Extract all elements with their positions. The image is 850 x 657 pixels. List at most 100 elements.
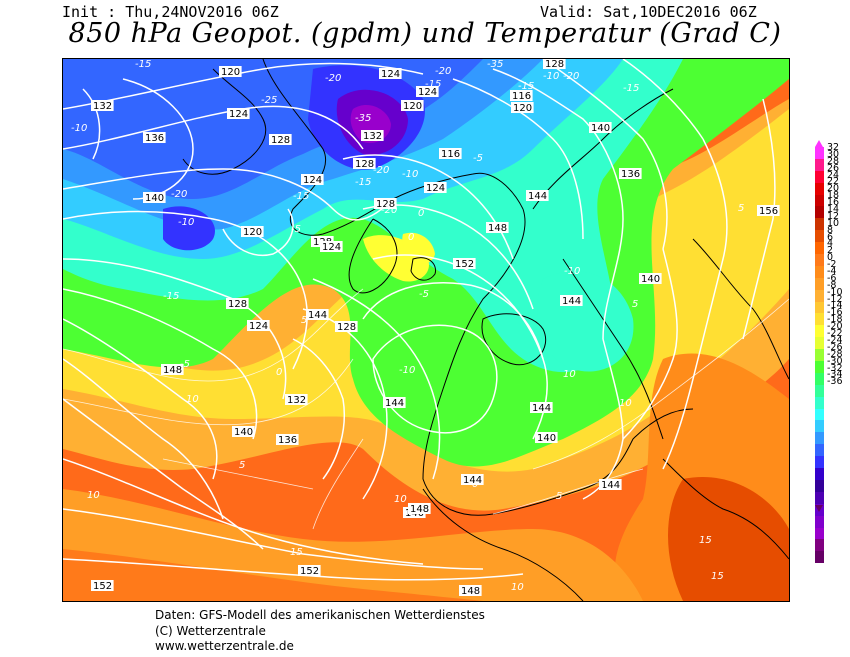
geopotential-label: 124: [247, 320, 270, 332]
map-label-text: -20: [373, 165, 389, 176]
temperature-label: -10: [71, 123, 87, 134]
valid-time: Valid: Sat,10DEC2016 06Z: [540, 3, 757, 21]
map-label-text: 5: [632, 299, 638, 310]
init-time: Init : Thu,24NOV2016 06Z: [62, 3, 279, 21]
map-label-text: -15: [355, 177, 371, 188]
map-label-text: -15: [163, 291, 179, 302]
colorbar-label: -20: [827, 321, 843, 333]
temperature-label: 0: [276, 367, 282, 378]
map-label-text: 5: [556, 491, 562, 502]
map-label-text: 128: [337, 322, 356, 333]
geopotential-label: 128: [353, 158, 376, 170]
temperature-label: 5: [239, 460, 245, 471]
map-label-text: -15: [425, 79, 441, 90]
temperature-label: 15: [699, 535, 712, 546]
map-label-text: -10: [543, 71, 559, 82]
colorbar-label: -18: [827, 314, 843, 326]
map-label-text: 15: [699, 535, 712, 546]
geopotential-label: 140: [535, 432, 558, 444]
colorbar-down-arrow: [815, 505, 823, 512]
map-label-text: -10: [564, 266, 580, 277]
map-label-text: 5: [738, 203, 744, 214]
footer-website: www.wetterzentrale.de: [155, 639, 294, 653]
geopotential-label: 148: [161, 364, 184, 376]
map-label-text: 128: [376, 199, 395, 210]
colorbar-cell: [815, 361, 824, 373]
map-label-text: 140: [641, 274, 660, 285]
map-label-text: 148: [461, 586, 480, 597]
geopotential-label: 120: [219, 66, 242, 78]
geopotential-label: 120: [511, 102, 534, 114]
map-label-text: 144: [601, 480, 620, 491]
colorbar-label: 28: [827, 155, 840, 167]
colorbar-cell: [815, 479, 824, 492]
temperature-label: -15: [518, 81, 534, 92]
temperature-label: 0: [418, 208, 424, 219]
map-label-text: -5: [291, 224, 301, 235]
map-label-text: 120: [221, 67, 240, 78]
map-label-text: -20: [381, 205, 397, 216]
colorbar-label: -36: [827, 376, 843, 388]
map-label-text: 124: [418, 87, 437, 98]
colorbar-cell: [815, 242, 824, 255]
geopotential-label: 156: [757, 205, 780, 217]
colorbar-cell: [815, 456, 824, 469]
map-label-text: -10: [178, 217, 194, 228]
temperature-label: -10: [564, 266, 580, 277]
map-label-text: 148: [488, 223, 507, 234]
geopotential-label: 144: [530, 402, 553, 414]
map-label-text: 136: [278, 435, 297, 446]
colorbar-cell: [815, 420, 824, 433]
map-title: 850 hPa Geopot. (gpdm) und Temperatur (G…: [68, 18, 782, 49]
geopotential-label: 152: [453, 258, 476, 270]
map-label-text: -5: [180, 359, 190, 370]
colorbar-label: 6: [827, 231, 834, 243]
map-label-text: 124: [322, 242, 341, 253]
colorbar-cell: [815, 539, 824, 552]
colorbar-cell: [815, 551, 824, 564]
colorbar-label: 32: [827, 142, 840, 153]
map-label-text: 144: [308, 310, 327, 321]
colorbar-cell: [815, 313, 824, 326]
geopotential-label: 144: [383, 397, 406, 409]
map-label-text: -15: [518, 81, 534, 92]
geopotential-label: 140: [589, 122, 612, 134]
map-label-text: 124: [381, 69, 400, 80]
temperature-label: 5: [556, 491, 562, 502]
temperature-label: -5: [473, 153, 483, 164]
map-label-text: 132: [363, 131, 382, 142]
map-label-text: -20: [171, 189, 187, 200]
map-label-text: 10: [511, 582, 524, 593]
geopotential-label: 136: [619, 168, 642, 180]
map-label-text: 5: [598, 481, 604, 492]
temperature-label: 15: [711, 571, 724, 582]
map-label-text: 156: [759, 206, 778, 217]
temperature-label: -10: [402, 169, 418, 180]
colorbar-cell: [815, 408, 824, 421]
temperature-label: -20: [381, 205, 397, 216]
colorbar-cell: [815, 277, 824, 290]
map-label-text: -15: [623, 83, 639, 94]
map-label-text: -5: [473, 153, 483, 164]
map-label-text: 10: [87, 490, 100, 501]
footer-source: Daten: GFS-Modell des amerikanischen Wet…: [155, 608, 485, 622]
colorbar-label: -2: [827, 259, 837, 271]
geopotential-label: 144: [599, 479, 622, 491]
map-label-text: 15: [290, 547, 303, 558]
temperature-label: -15: [425, 79, 441, 90]
colorbar-cell: [815, 147, 824, 159]
colorbar-label: 22: [827, 176, 840, 188]
map-label-text: -10: [399, 365, 415, 376]
map-label-text: 116: [441, 149, 460, 160]
temperature-label: 5: [632, 299, 638, 310]
colorbar-label: 26: [827, 162, 840, 174]
map-label-text: 0: [418, 208, 424, 219]
colorbar-label: -34: [827, 369, 843, 381]
map-label-text: 148: [410, 504, 429, 515]
map-label-text: 128: [271, 135, 290, 146]
colorbar-cell: [815, 384, 824, 397]
map-label-text: 132: [287, 395, 306, 406]
map-label-text: 0: [408, 232, 414, 243]
map-label-text: 0: [276, 367, 282, 378]
colorbar-label: 4: [827, 238, 834, 250]
